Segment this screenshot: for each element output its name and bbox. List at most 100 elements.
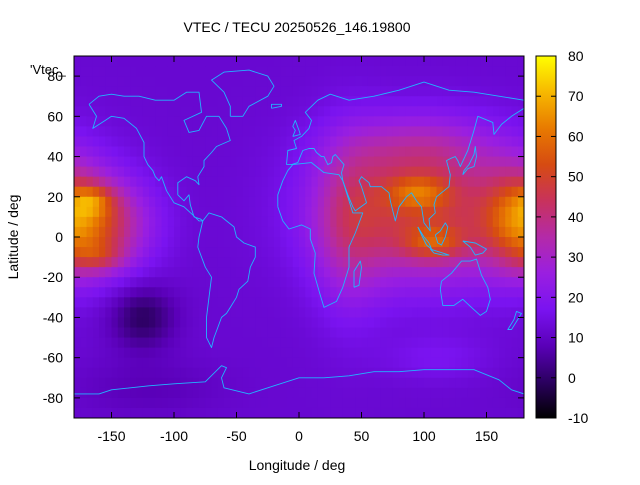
heatmap-cell bbox=[355, 76, 363, 87]
heatmap-cell bbox=[349, 156, 356, 168]
heatmap-cell bbox=[399, 186, 406, 198]
heatmap-cell bbox=[442, 277, 450, 288]
heatmap-cell bbox=[386, 247, 394, 258]
heatmap-cell bbox=[224, 287, 231, 298]
heatmap-cell bbox=[92, 86, 100, 97]
heatmap-cell bbox=[261, 237, 269, 248]
heatmap-cell bbox=[211, 196, 219, 208]
heatmap-cell bbox=[242, 267, 250, 278]
heatmap-cell bbox=[342, 166, 350, 178]
heatmap-cell bbox=[386, 176, 394, 188]
heatmap-cell bbox=[217, 387, 225, 399]
heatmap-cell bbox=[155, 136, 163, 148]
heatmap-cell bbox=[130, 96, 138, 107]
heatmap-cell bbox=[374, 56, 381, 67]
heatmap-cell bbox=[430, 347, 438, 359]
heatmap-cell bbox=[124, 196, 131, 208]
heatmap-cell bbox=[280, 126, 288, 138]
heatmap-cell bbox=[492, 206, 500, 218]
heatmap-cell bbox=[486, 297, 494, 308]
heatmap-cell bbox=[111, 357, 119, 369]
heatmap-cell bbox=[492, 317, 500, 329]
heatmap-cell bbox=[149, 297, 156, 308]
heatmap-cell bbox=[386, 317, 394, 329]
heatmap-cell bbox=[292, 196, 300, 208]
heatmap-cell bbox=[411, 337, 419, 349]
heatmap-cell bbox=[449, 126, 456, 138]
heatmap-cell bbox=[499, 66, 506, 77]
heatmap-cell bbox=[492, 186, 500, 198]
heatmap-cell bbox=[517, 56, 524, 67]
heatmap-cell bbox=[317, 106, 325, 117]
heatmap-cell bbox=[142, 247, 150, 258]
heatmap-cell bbox=[449, 307, 456, 319]
heatmap-cell bbox=[111, 76, 119, 87]
heatmap-cell bbox=[86, 257, 94, 268]
heatmap-cell bbox=[436, 186, 444, 198]
heatmap-cell bbox=[236, 397, 244, 409]
heatmap-cell bbox=[217, 357, 225, 369]
heatmap-cell bbox=[311, 76, 319, 87]
heatmap-cell bbox=[211, 126, 219, 138]
heatmap-cell bbox=[480, 347, 488, 359]
heatmap-cell bbox=[424, 337, 431, 349]
heatmap-cell bbox=[161, 166, 169, 178]
heatmap-cell bbox=[311, 287, 319, 298]
heatmap-cell bbox=[486, 347, 494, 359]
heatmap-cell bbox=[124, 247, 131, 258]
heatmap-cell bbox=[155, 146, 163, 158]
heatmap-cell bbox=[99, 257, 106, 268]
heatmap-cell bbox=[211, 76, 219, 87]
heatmap-cell bbox=[449, 156, 456, 168]
coastline bbox=[271, 103, 282, 109]
heatmap-cell bbox=[386, 377, 394, 389]
heatmap-cell bbox=[130, 56, 138, 67]
heatmap-cell bbox=[117, 156, 125, 168]
heatmap-cell bbox=[130, 76, 138, 87]
heatmap-cell bbox=[349, 176, 356, 188]
heatmap-cell bbox=[224, 146, 231, 158]
heatmap-cell bbox=[317, 96, 325, 107]
heatmap-cell bbox=[236, 337, 244, 349]
heatmap-cell bbox=[149, 317, 156, 329]
heatmap-cell bbox=[286, 196, 294, 208]
heatmap-cell bbox=[180, 237, 188, 248]
heatmap-cell bbox=[480, 377, 488, 389]
heatmap-cell bbox=[517, 237, 524, 248]
heatmap-cell bbox=[374, 367, 381, 379]
heatmap-cell bbox=[105, 96, 113, 107]
heatmap-cell bbox=[86, 237, 94, 248]
heatmap-cell bbox=[449, 196, 456, 208]
heatmap-cell bbox=[436, 397, 444, 409]
heatmap-cell bbox=[386, 76, 394, 87]
heatmap-cell bbox=[355, 367, 363, 379]
heatmap-cell bbox=[324, 287, 331, 298]
heatmap-cell bbox=[486, 367, 494, 379]
heatmap-cell bbox=[399, 136, 406, 148]
heatmap-cell bbox=[174, 367, 181, 379]
heatmap-cell bbox=[330, 267, 338, 278]
heatmap-cell bbox=[155, 76, 163, 87]
heatmap-cell bbox=[86, 116, 94, 127]
heatmap-cell bbox=[267, 146, 275, 158]
heatmap-cell bbox=[205, 287, 213, 298]
heatmap-cell bbox=[74, 367, 81, 379]
heatmap-cell bbox=[405, 347, 413, 359]
heatmap-cell bbox=[374, 216, 381, 228]
heatmap-cell bbox=[461, 257, 469, 268]
heatmap-cell bbox=[405, 106, 413, 117]
heatmap-cell bbox=[411, 106, 419, 117]
heatmap-cell bbox=[505, 116, 513, 127]
heatmap-cell bbox=[324, 317, 331, 329]
heatmap-cell bbox=[80, 106, 88, 117]
heatmap-cell bbox=[280, 237, 288, 248]
heatmap-cell bbox=[467, 206, 475, 218]
heatmap-cell bbox=[230, 267, 238, 278]
heatmap-cell bbox=[292, 237, 300, 248]
heatmap-cell bbox=[249, 327, 256, 339]
heatmap-cell bbox=[261, 96, 269, 107]
heatmap-cell bbox=[249, 287, 256, 298]
heatmap-cell bbox=[299, 156, 306, 168]
heatmap-cell bbox=[142, 206, 150, 218]
heatmap-cell bbox=[517, 126, 524, 138]
